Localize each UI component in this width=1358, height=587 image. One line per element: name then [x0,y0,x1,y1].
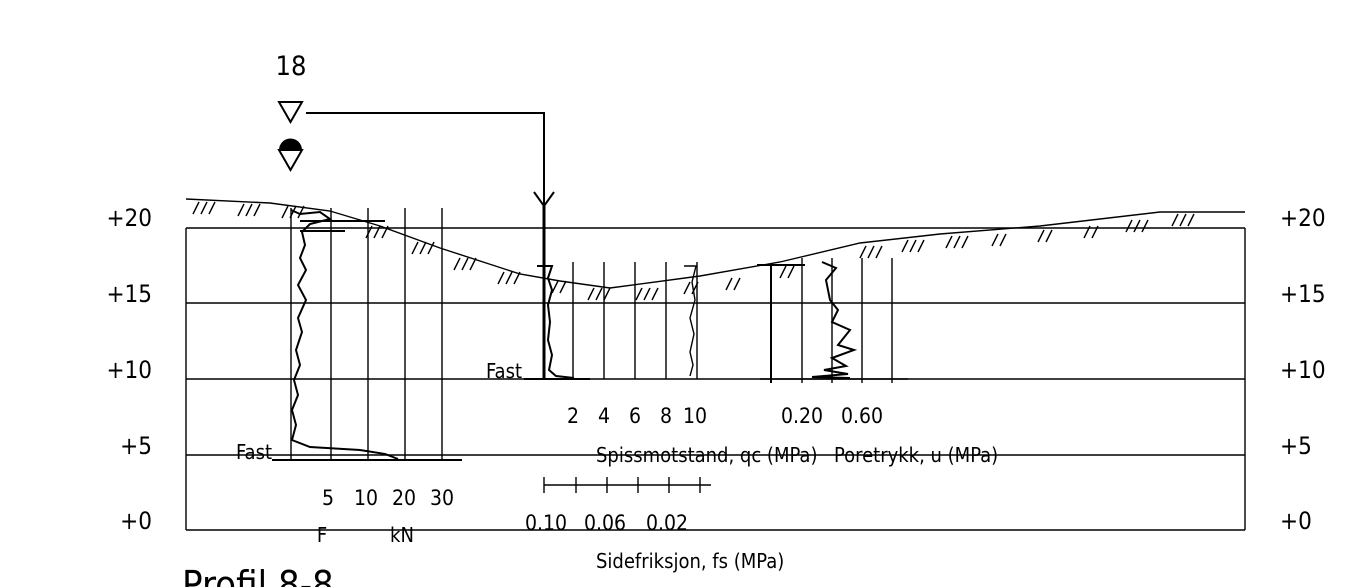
qc-caption: Spissmotstand, qc (MPa) [596,443,817,467]
fs-curve [684,265,697,377]
left-sounding-tick: 10 [354,486,378,510]
borehole-number: 18 [276,51,307,82]
u-curve [811,261,858,379]
qc-tick: 2 [567,404,579,428]
fs-caption: Sidefriksjon, fs (MPa) [596,549,784,573]
elevation-label: +0 [120,507,152,535]
cpt-stop-label: Fast [486,359,522,383]
left-sounding-unit-f: F [317,523,327,547]
borehole-triangle-icon [277,101,304,125]
elevation-label: +0 [1280,507,1312,535]
borehole-leader-line [306,112,545,379]
qc-tick: 6 [629,404,641,428]
elevation-label: +5 [1280,432,1312,460]
left-sounding-plot: Fast 5 10 20 30 F kN [236,208,462,547]
left-sounding-tick: 20 [392,486,416,510]
elevation-labels-right: +20 +15 +10 +5 +0 [1280,204,1326,535]
left-sounding-stop-label: Fast [236,440,272,464]
fs-tick: 0.06 [584,511,626,535]
qc-tick: 10 [683,404,707,428]
piezometer-icon [277,138,304,173]
left-sounding-tick: 30 [430,486,454,510]
fs-tick: 0.10 [525,511,567,535]
elevation-label: +15 [106,280,152,308]
u-tick: 0.20 [781,404,823,428]
qc-tick: 8 [660,404,672,428]
fs-tick: 0.02 [646,511,688,535]
qc-curve [537,265,575,379]
left-sounding-tick: 5 [322,486,334,510]
left-sounding-unit-kn: kN [390,523,414,547]
elevation-label: +15 [1280,280,1326,308]
elevation-label: +5 [120,432,152,460]
cpt-qc-plot: Fast 2 4 6 8 10 Spissmotstand, qc (MPa) [486,206,817,467]
terrain-hatching [192,201,1195,301]
u-caption: Poretrykk, u (MPa) [834,443,998,467]
elevation-label: +10 [1280,356,1326,384]
elevation-labels-left: +20 +15 +10 +5 +0 [106,204,152,535]
cpt-u-plot: 0.20 0.60 Poretrykk, u (MPa) [757,258,998,467]
elevation-grid [185,227,1246,531]
qc-tick: 4 [598,404,610,428]
fs-axis: 0.10 0.06 0.02 Sidefriksjon, fs (MPa) [525,477,784,573]
sounding-curve [290,209,399,460]
elevation-label: +20 [106,204,152,232]
terrain-surface-line [185,198,1245,289]
elevation-label: +10 [106,356,152,384]
profile-title: Profil 8-8 [182,563,334,587]
u-tick: 0.60 [841,404,883,428]
elevation-label: +20 [1280,204,1326,232]
